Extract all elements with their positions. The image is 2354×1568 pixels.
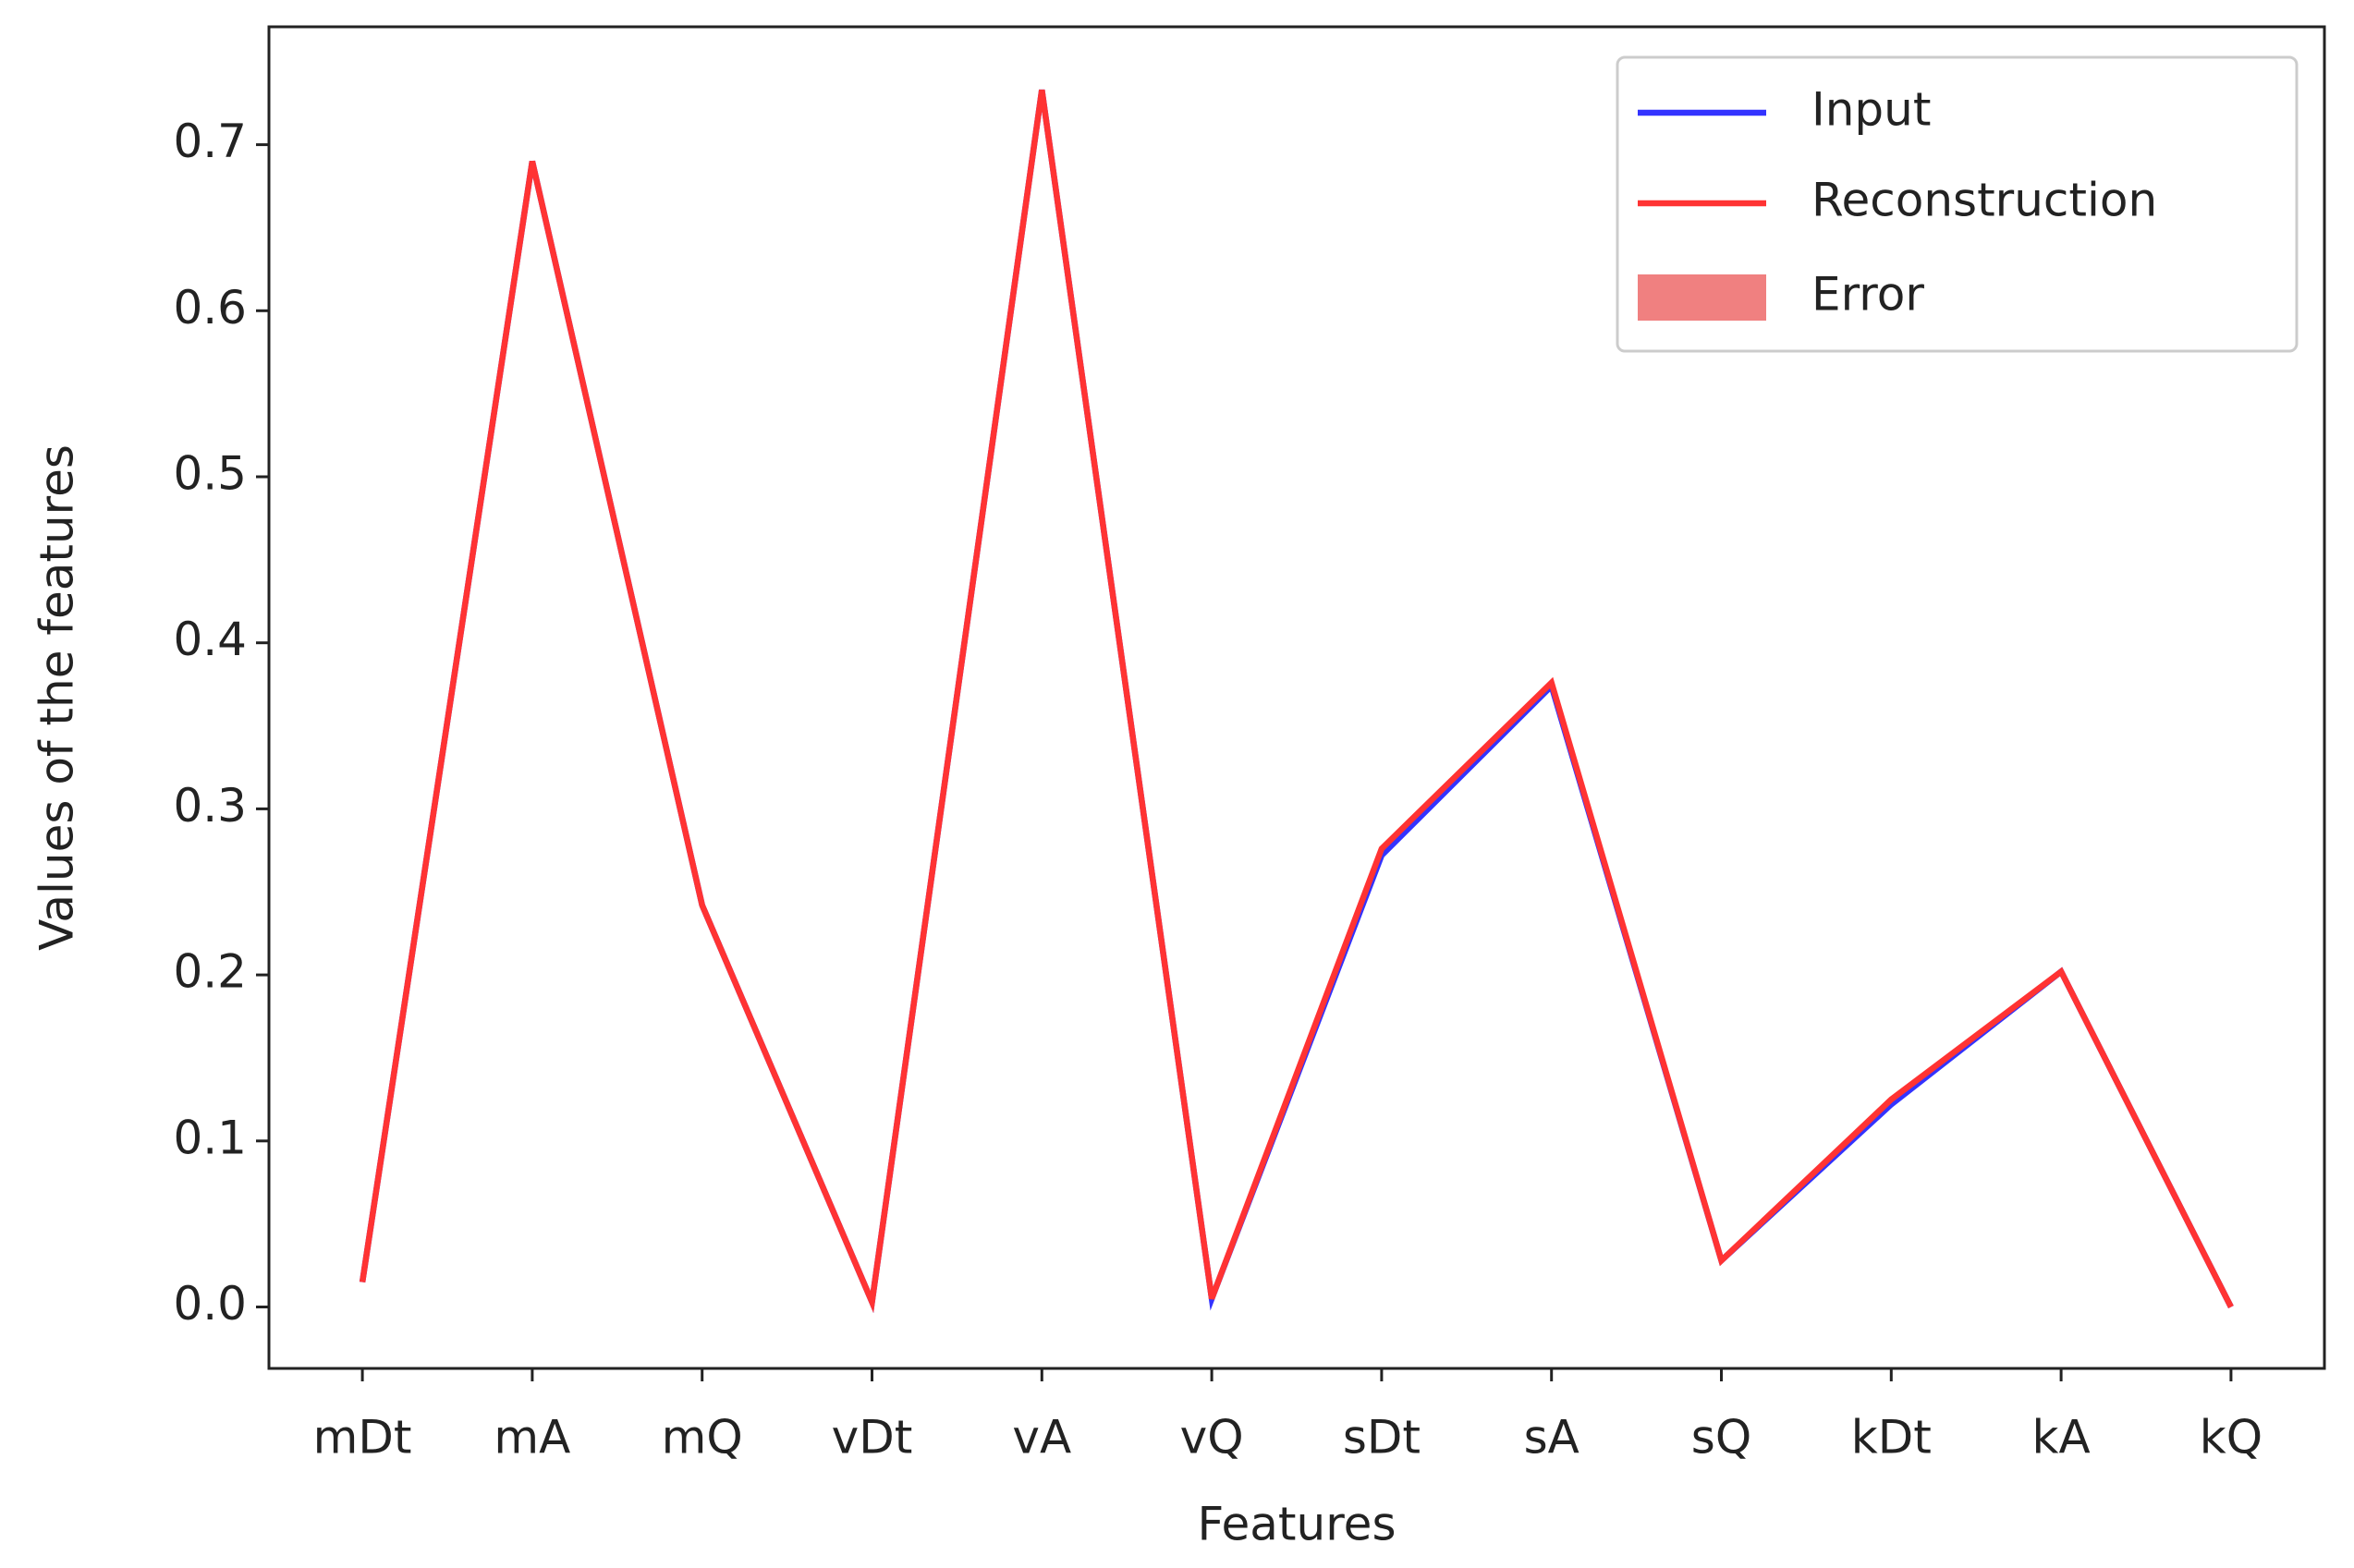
legend-label: Input [1811, 83, 1931, 137]
y-tick-label: 0.1 [173, 1111, 247, 1164]
y-tick-label: 0.5 [173, 446, 247, 500]
x-tick-label: mQ [662, 1411, 743, 1465]
x-tick-label: vDt [832, 1411, 913, 1465]
x-tick-label: mA [494, 1411, 570, 1465]
legend-label: Reconstruction [1811, 174, 2157, 227]
y-tick-label: 0.0 [173, 1277, 247, 1331]
x-tick-label: kDt [1851, 1411, 1932, 1465]
x-tick-label: sA [1524, 1411, 1579, 1465]
x-tick-label: vQ [1180, 1411, 1244, 1465]
x-tick-label: sQ [1691, 1411, 1751, 1465]
legend-box [1616, 55, 2299, 353]
plot-frame [267, 25, 2326, 1370]
y-tick-label: 0.4 [173, 613, 247, 666]
x-axis-label: Features [1198, 1498, 1397, 1551]
y-tick-label: 0.6 [173, 281, 247, 334]
series-line [359, 89, 2234, 1314]
y-tick-label: 0.2 [173, 945, 247, 999]
legend-swatch [1638, 274, 1766, 321]
y-axis-label: Values of the features [30, 444, 84, 951]
x-tick-label: kA [2032, 1411, 2091, 1465]
x-tick-label: mDt [313, 1411, 412, 1465]
y-tick-label: 0.7 [173, 115, 247, 168]
y-tick-label: 0.3 [173, 779, 247, 833]
x-tick-label: kQ [2200, 1411, 2263, 1465]
x-tick-label: sDt [1343, 1411, 1421, 1465]
x-tick-label: vA [1012, 1411, 1071, 1465]
legend-label: Error [1811, 268, 1924, 322]
